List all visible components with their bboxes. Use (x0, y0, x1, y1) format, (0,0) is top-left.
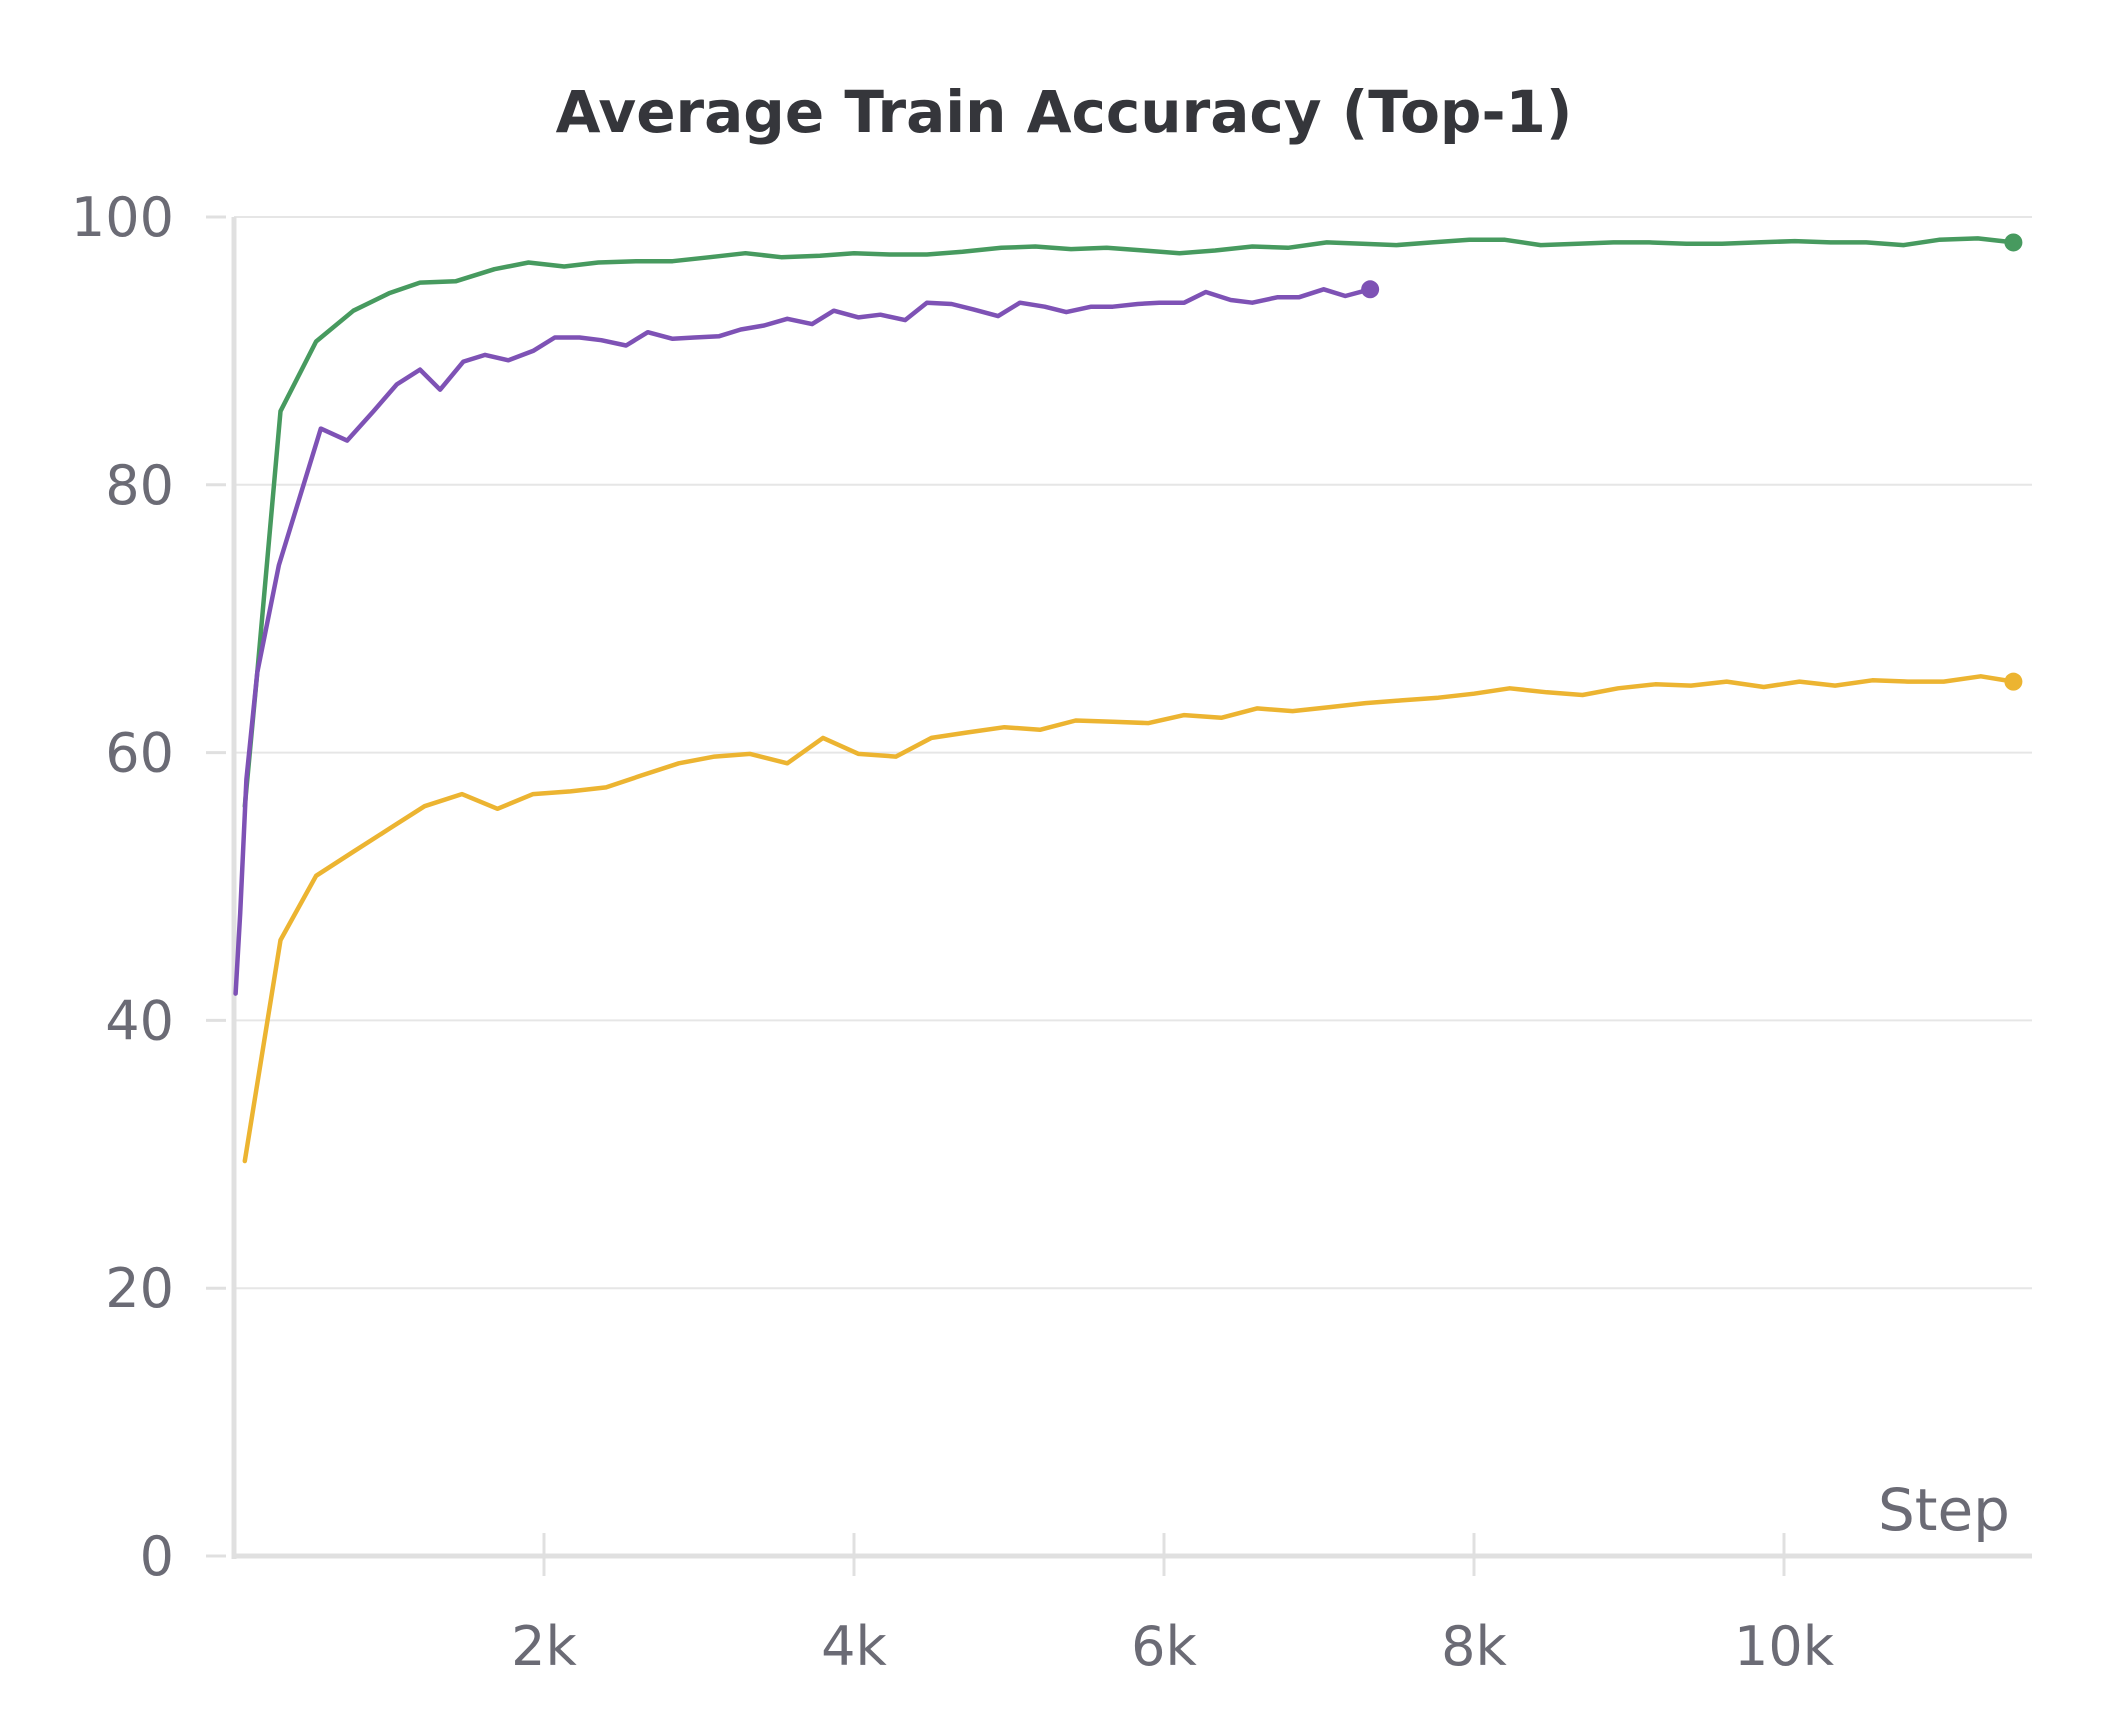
x-tick-label-6k: 6k (1131, 1615, 1197, 1678)
series-line-3 (242, 674, 2016, 1164)
y-tick-label-80: 80 (105, 454, 174, 517)
y-tick-label-100: 100 (71, 186, 174, 249)
gridlines (234, 216, 2032, 1290)
chart-title: Average Train Accuracy (Top-1) (555, 78, 1573, 146)
x-tick-label-2k: 2k (511, 1615, 577, 1678)
series-end-marker-3 (2004, 672, 2023, 691)
series-line-1 (242, 236, 2016, 809)
series-line-2 (233, 287, 1373, 996)
y-tick-label-40: 40 (105, 989, 174, 1052)
x-axis-title: Step (1878, 1476, 2010, 1544)
y-tick-label-20: 20 (105, 1257, 174, 1320)
x-tick-label-4k: 4k (821, 1615, 887, 1678)
x-tick-label-10k: 10k (1734, 1615, 1835, 1678)
y-tick-label-60: 60 (105, 722, 174, 785)
series-end-marker-2 (1361, 280, 1380, 299)
x-tick-label-8k: 8k (1441, 1615, 1507, 1678)
y-tick-label-0: 0 (140, 1525, 174, 1588)
series-layer (233, 233, 2023, 1164)
series-end-marker-1 (2004, 233, 2023, 252)
axes: 0 20 40 60 80 100 2k 4k 6k 8k 10k (71, 186, 2032, 1678)
